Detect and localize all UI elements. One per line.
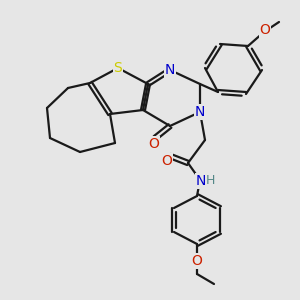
Text: S: S <box>114 61 122 75</box>
Text: H: H <box>205 175 215 188</box>
Text: O: O <box>192 254 203 268</box>
Text: N: N <box>165 63 175 77</box>
Text: N: N <box>195 105 205 119</box>
Text: O: O <box>162 154 172 168</box>
Text: O: O <box>260 23 270 37</box>
Text: O: O <box>148 137 159 151</box>
Text: N: N <box>196 174 206 188</box>
